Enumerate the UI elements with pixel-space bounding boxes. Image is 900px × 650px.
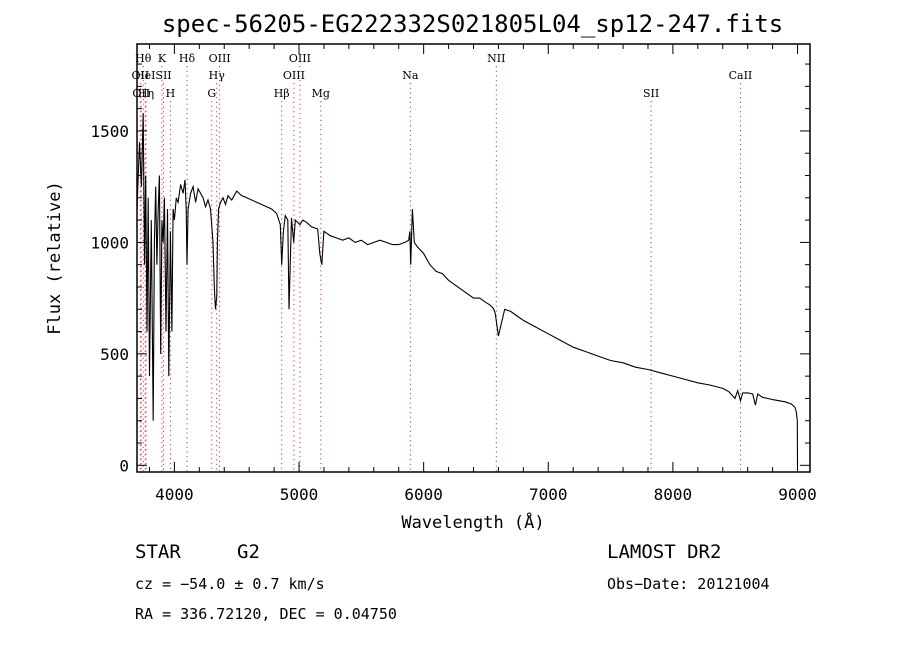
x-tick-label: 7000 [529, 485, 568, 504]
line-marker-label: Hγ [209, 69, 226, 82]
x-tick-label: 6000 [404, 485, 443, 504]
line-marker-label: OIII [209, 52, 231, 65]
obs-date-text: Obs−Date: 20121004 [607, 575, 770, 593]
line-marker-label: OIII [283, 69, 305, 82]
y-axis-label: Flux (relative) [45, 181, 65, 335]
line-marker-label: HeI [135, 69, 155, 82]
y-tick-label: 1000 [90, 233, 129, 252]
line-marker-label: Mg [312, 87, 330, 100]
x-tick-label: 5000 [280, 485, 319, 504]
y-tick-label: 0 [119, 456, 129, 475]
chart-title: spec-56205-EG222332S021805L04_sp12-247.f… [161, 10, 784, 38]
line-marker-label: H [166, 87, 176, 100]
line-marker-label: OIII [289, 52, 311, 65]
line-marker-label: OII [132, 69, 150, 82]
line-marker-label: NII [487, 52, 505, 65]
line-marker-label: K [158, 52, 167, 65]
x-axis-label: Wavelength (Å) [401, 511, 544, 533]
line-marker-label: OII [132, 87, 150, 100]
object-class: STAR [135, 541, 181, 563]
line-marker-label: CaII [729, 69, 753, 82]
x-tick-label: 8000 [654, 485, 693, 504]
x-tick-label: 4000 [155, 485, 194, 504]
y-tick-label: 1500 [90, 122, 129, 141]
coordinates-text: RA = 336.72120, DEC = 0.04750 [135, 605, 397, 623]
line-marker-label: SII [643, 87, 659, 100]
redshift-text: cz = −54.0 ± 0.7 km/s [135, 575, 325, 593]
line-marker-label: Hβ [274, 87, 290, 100]
y-tick-label: 500 [100, 345, 129, 364]
spectrum-line [136, 113, 799, 466]
line-marker-label: SII [155, 69, 171, 82]
x-tick-label: 9000 [778, 485, 817, 504]
line-marker-label: G [207, 87, 216, 100]
line-marker-label: Hδ [179, 52, 196, 65]
line-marker-label: Na [402, 69, 419, 82]
survey-name: LAMOST DR2 [607, 541, 722, 563]
object-subclass: G2 [237, 541, 260, 563]
plot-frame [136, 43, 811, 473]
line-marker-label: Hη [138, 87, 154, 100]
line-marker-label: Hθ [135, 52, 152, 65]
